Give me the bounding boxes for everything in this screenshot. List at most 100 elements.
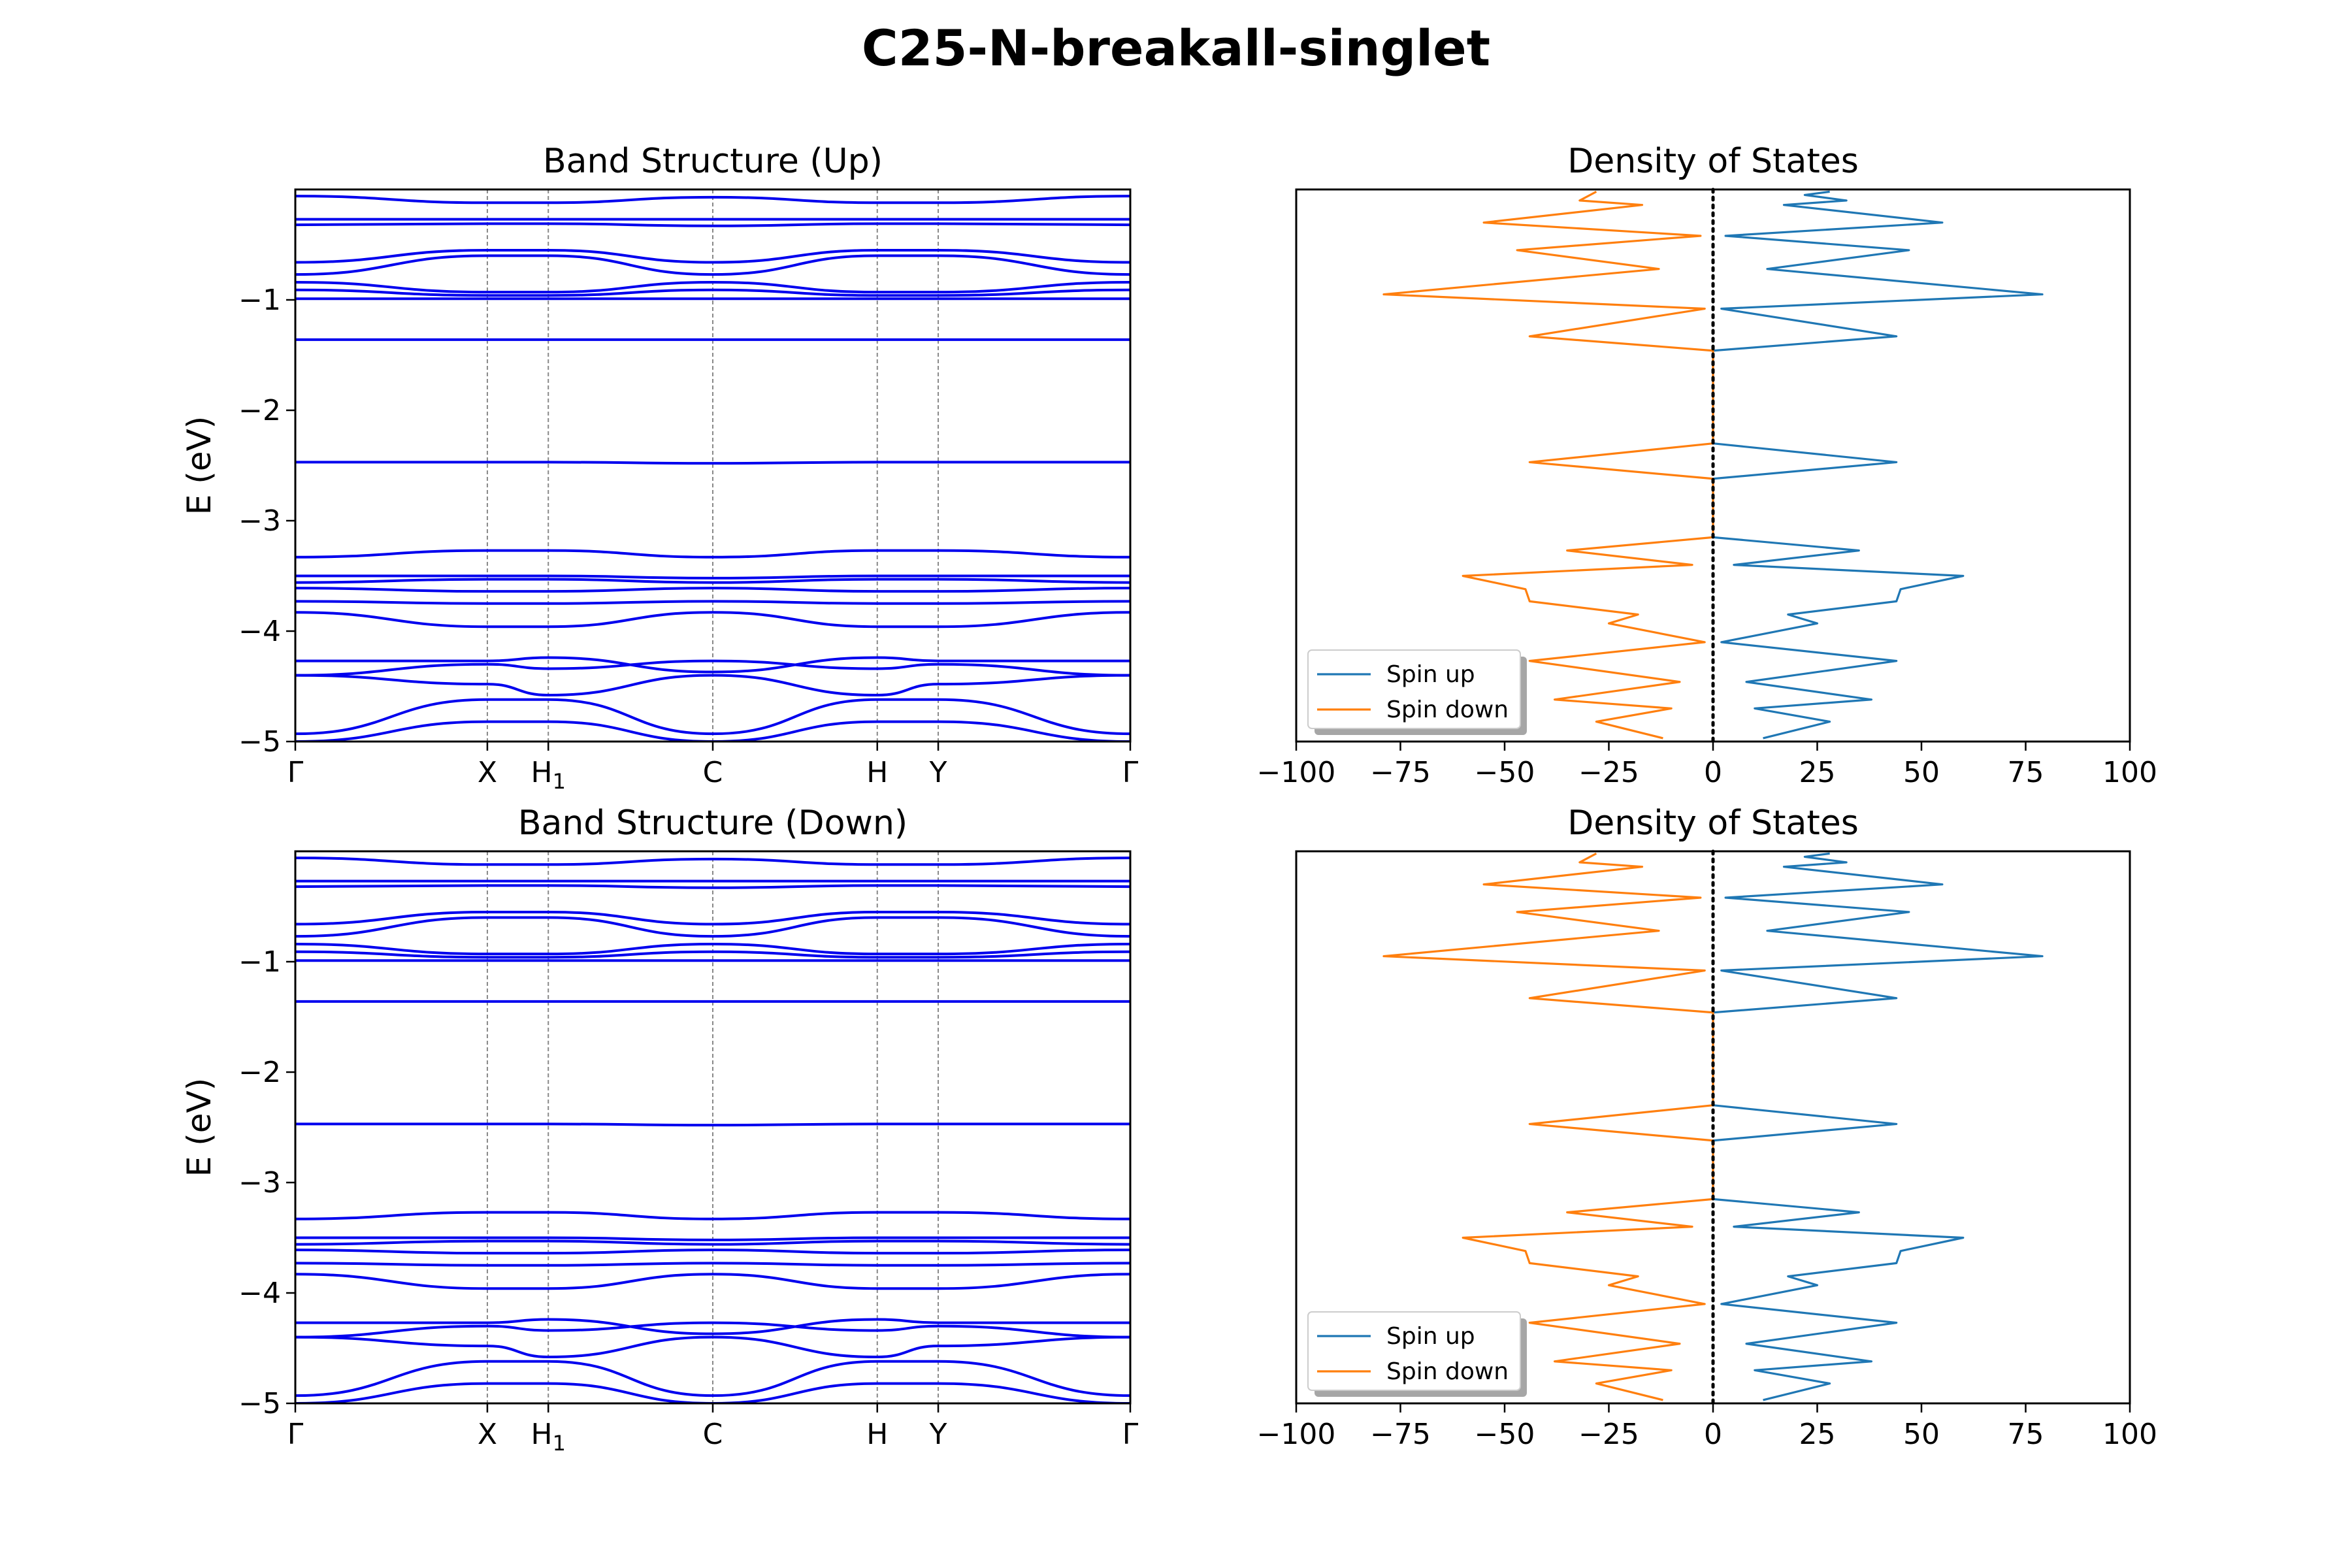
y-tick-label: −4: [238, 615, 281, 648]
y-tick-label: −4: [238, 1277, 281, 1310]
x-tick-label: 25: [1799, 756, 1836, 789]
band-line: [295, 950, 1130, 959]
band-line: [295, 942, 1130, 956]
x-tick-label: −25: [1578, 756, 1639, 789]
y-tick-label: −3: [238, 1166, 281, 1200]
band-up-frame: [294, 188, 1132, 743]
kpoint-label: H1: [531, 1418, 566, 1456]
y-tick-label: −1: [238, 945, 281, 979]
band-down-frame: [294, 850, 1132, 1405]
band-down-bands: [295, 857, 1130, 1403]
band-line: [295, 1122, 1130, 1127]
x-tick-label: −75: [1370, 1418, 1431, 1451]
x-tick-label: 0: [1704, 756, 1722, 789]
y-tick-label: −1: [238, 284, 281, 317]
band-line: [295, 698, 1130, 736]
band-up-title: Band Structure (Up): [543, 142, 883, 181]
legend-label: Spin up: [1386, 661, 1475, 688]
dos-down-frame: [1295, 850, 2131, 1405]
band-line: [295, 1249, 1130, 1255]
band-line: [295, 1236, 1130, 1241]
band-down-title: Band Structure (Down): [518, 804, 907, 843]
x-tick-label: −50: [1475, 1418, 1535, 1451]
band-line: [295, 674, 1130, 697]
band-line: [295, 1273, 1130, 1290]
y-tick-label: −3: [238, 504, 281, 538]
y-tick-label: −2: [238, 394, 281, 427]
kpoint-label: X: [478, 756, 497, 789]
kpoint-label: Y: [929, 756, 947, 789]
kpoint-label: Γ: [287, 1418, 304, 1451]
dos-down-legend: Spin up Spin down: [1307, 1311, 1527, 1397]
band-line: [295, 280, 1130, 294]
dos-down-title: Density of States: [1567, 804, 1859, 843]
x-tick-label: 75: [2008, 1418, 2044, 1451]
band-line: [295, 574, 1130, 580]
band-line: [295, 1382, 1130, 1403]
band-line: [295, 916, 1130, 938]
band-down-ylabel: E (eV): [180, 1078, 218, 1177]
x-tick-label: −100: [1257, 1418, 1336, 1451]
band-line: [295, 549, 1130, 559]
band-line: [295, 656, 1130, 674]
band-up-bands: [295, 195, 1130, 742]
kpoint-label: C: [703, 1418, 723, 1451]
band-line: [295, 1335, 1130, 1359]
band-up-panel: Band Structure (Up)−5−4−3−2−1Γ X H1 C H Y ΓE (…: [180, 142, 1139, 794]
band-line: [295, 720, 1130, 742]
band-line: [295, 461, 1130, 465]
dos-up-frame: [1295, 188, 2131, 743]
x-tick-label: 75: [2008, 756, 2044, 789]
x-tick-label: −100: [1257, 756, 1336, 789]
kpoint-label: Y: [929, 1418, 947, 1451]
kpoint-label: H: [866, 1418, 888, 1451]
band-line: [295, 578, 1130, 584]
kpoint-label: Γ: [1122, 1418, 1139, 1451]
x-tick-label: 100: [2102, 1418, 2157, 1451]
band-line: [295, 884, 1130, 889]
band-up-ylabel: E (eV): [180, 416, 218, 515]
x-tick-label: −25: [1578, 1418, 1639, 1451]
kpoint-label: H: [866, 756, 888, 789]
x-tick-label: −75: [1370, 756, 1431, 789]
kpoint-label: C: [703, 756, 723, 789]
band-line: [295, 600, 1130, 605]
legend-label: Spin up: [1386, 1323, 1475, 1350]
kpoint-label: X: [478, 1418, 497, 1451]
x-tick-label: 0: [1704, 1418, 1722, 1451]
band-line: [295, 222, 1130, 227]
dos-up-panel: Density of States −100 −75 −50 −25 0 25 50 75 100…: [1257, 142, 2157, 789]
band-line: [295, 288, 1130, 297]
panels: Band Structure (Up) −5 −4 −3 −2 −1 Γ X H1 C H Y Γ E (…: [180, 142, 2157, 1456]
x-tick-label: 50: [1903, 1418, 1940, 1451]
band-down-panel: Band Structure (Down) −5 −4 −3 −2 −1 Γ X H1 C H Y Γ E…: [180, 804, 1139, 1456]
band-line: [295, 1211, 1130, 1220]
kpoint-label: Γ: [287, 756, 304, 789]
dos-down-panel: Density of States −100 −75 −50 −25 0 25 50 75 100…: [1257, 804, 2157, 1451]
band-line: [295, 611, 1130, 629]
band-line: [295, 1262, 1130, 1267]
band-line: [295, 659, 1130, 677]
kpoint-label: Γ: [1122, 756, 1139, 789]
dos-up-title: Density of States: [1567, 142, 1859, 181]
y-tick-label: −5: [238, 1387, 281, 1420]
band-line: [295, 254, 1130, 276]
x-tick-label: −50: [1475, 756, 1535, 789]
y-tick-label: −5: [238, 725, 281, 759]
band-line: [295, 1321, 1130, 1339]
band-line: [295, 195, 1130, 204]
band-line: [295, 1318, 1130, 1335]
band-line: [295, 910, 1130, 926]
legend-label: Spin down: [1386, 696, 1509, 723]
band-line: [295, 1239, 1130, 1246]
y-tick-label: −2: [238, 1056, 281, 1089]
x-tick-label: 25: [1799, 1418, 1836, 1451]
figure-title: C25-N-breakall-singlet: [862, 19, 1490, 77]
x-tick-label: 100: [2102, 756, 2157, 789]
band-line: [295, 857, 1130, 866]
band-line: [295, 1360, 1130, 1397]
band-line: [295, 248, 1130, 264]
band-line: [295, 587, 1130, 593]
